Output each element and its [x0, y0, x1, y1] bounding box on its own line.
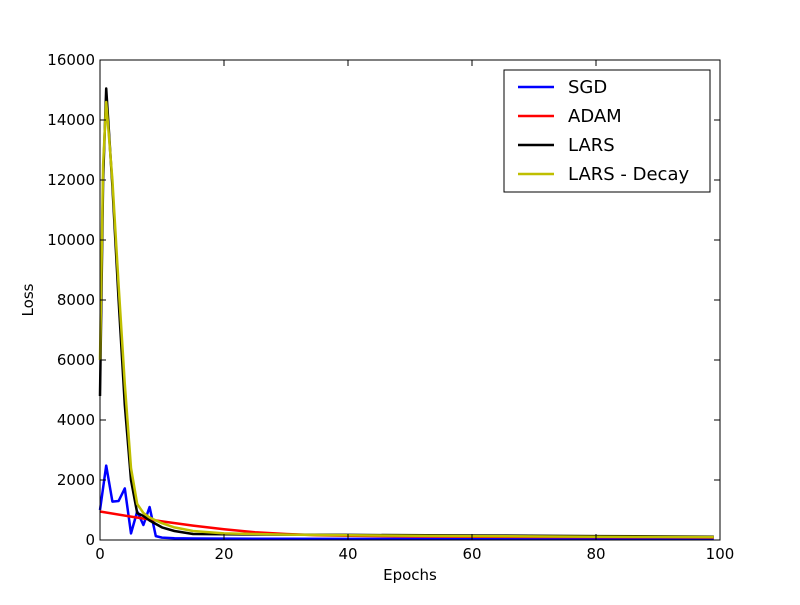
x-tick-label: 80 [586, 545, 605, 563]
legend: SGD ADAM LARS LARS - Decay [503, 69, 711, 193]
tick-layer: 0 20 40 60 80 100 0 2000 4000 6000 8000 10000 12000 1… [47, 51, 734, 563]
y-tick-label: 12000 [47, 171, 95, 189]
x-axis-label: Epochs [383, 566, 437, 584]
x-tick-label: 0 [95, 545, 105, 563]
x-tick-label: 100 [706, 545, 735, 563]
y-tick-label: 2000 [57, 471, 95, 489]
y-tick-label: 10000 [47, 231, 95, 249]
legend-box [503, 69, 711, 193]
y-tick-label: 6000 [57, 351, 95, 369]
y-tick-label: 16000 [47, 51, 95, 69]
legend-label-1: ADAM [568, 106, 622, 127]
y-tick-label: 14000 [47, 111, 95, 129]
x-tick-label: 20 [214, 545, 233, 563]
x-tick-label: 40 [338, 545, 357, 563]
legend-label-2: LARS [568, 135, 615, 156]
y-tick-label: 4000 [57, 411, 95, 429]
y-tick-label: 8000 [57, 291, 95, 309]
legend-label-3: LARS - Decay [568, 164, 689, 185]
x-tick-label: 60 [462, 545, 481, 563]
y-tick-label: 0 [85, 531, 95, 549]
legend-label-0: SGD [568, 77, 607, 98]
series-line-0 [98, 464, 714, 541]
y-axis-label: Loss [19, 283, 37, 316]
